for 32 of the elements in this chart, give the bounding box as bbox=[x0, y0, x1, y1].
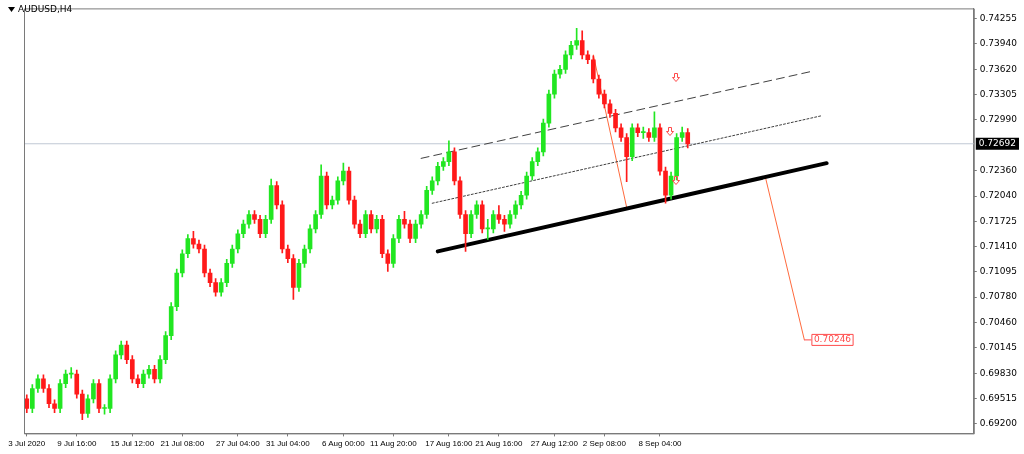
y-tick-label: 0.69200 bbox=[979, 418, 1018, 429]
y-tick-label: 0.69515 bbox=[979, 392, 1017, 403]
x-tick-label: 3 Jul 2020 bbox=[8, 439, 46, 449]
x-tick-label: 8 Sep 04:00 bbox=[638, 439, 683, 449]
x-tick-label: 2 Sep 08:00 bbox=[582, 439, 627, 449]
x-tick-label: 6 Aug 00:00 bbox=[322, 439, 366, 449]
y-tick-label: 0.71725 bbox=[979, 215, 1017, 226]
x-tick-label: 27 Jul 04:00 bbox=[216, 439, 261, 449]
y-tick-label: 0.72040 bbox=[979, 190, 1018, 201]
y-tick-label: 0.71095 bbox=[979, 266, 1017, 277]
ref-line-label: 0.72692 bbox=[978, 138, 1016, 149]
x-tick-label: 11 Aug 20:00 bbox=[370, 439, 418, 449]
y-tick-label: 0.70145 bbox=[979, 342, 1017, 353]
y-tick-label: 0.74255 bbox=[979, 12, 1017, 23]
x-tick-label: 21 Aug 16:00 bbox=[475, 439, 524, 449]
x-tick-label: 9 Jul 16:00 bbox=[57, 439, 97, 449]
annotation: 0.70246 bbox=[813, 334, 852, 345]
x-tick-label: 15 Jul 12:00 bbox=[110, 439, 155, 449]
y-tick-label: 0.71410 bbox=[979, 240, 1018, 251]
y-tick-label: 0.73305 bbox=[979, 88, 1017, 99]
y-tick-label: 0.69830 bbox=[979, 367, 1018, 378]
chart-title: AUDUSD,H4 bbox=[18, 4, 73, 14]
y-tick-label: 0.73940 bbox=[979, 38, 1018, 49]
x-tick-label: 27 Aug 12:00 bbox=[530, 439, 579, 449]
y-tick-label: 0.73620 bbox=[979, 63, 1018, 74]
x-tick-label: 21 Jul 08:00 bbox=[160, 439, 205, 449]
y-tick-label: 0.72990 bbox=[979, 114, 1018, 125]
y-tick-label: 0.70460 bbox=[979, 317, 1018, 328]
x-tick-label: 17 Aug 16:00 bbox=[425, 439, 474, 449]
y-tick-label: 0.72360 bbox=[979, 164, 1018, 175]
y-tick-label: 0.70780 bbox=[979, 291, 1018, 302]
x-tick-label: 31 Jul 04:00 bbox=[266, 439, 311, 449]
